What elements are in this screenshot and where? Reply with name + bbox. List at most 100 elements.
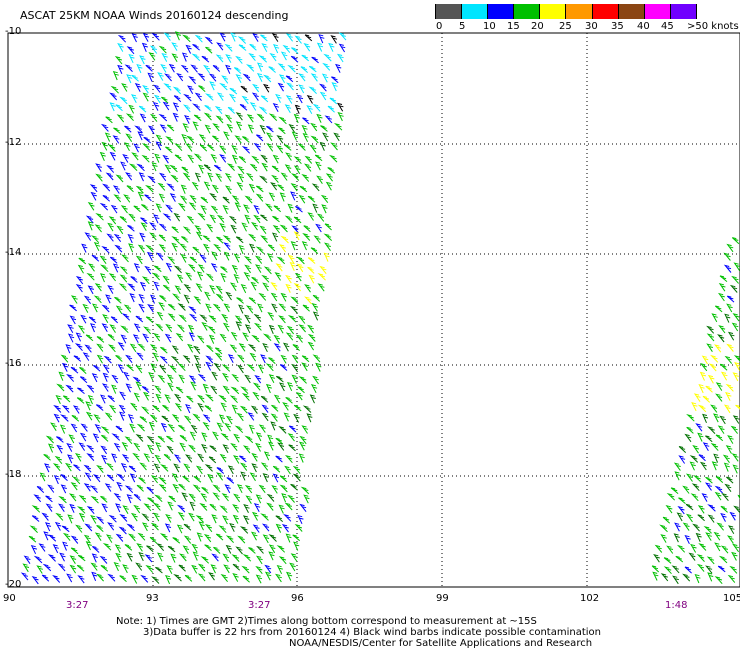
wind-barb: [215, 54, 224, 63]
wind-barb: [273, 205, 282, 213]
wind-barb: [158, 193, 165, 203]
wind-barb: [131, 152, 139, 161]
wind-barb: [130, 512, 138, 522]
wind-barb: [261, 412, 269, 422]
wind-barb: [219, 505, 228, 514]
wind-barb: [185, 44, 192, 54]
wind-barb: [121, 83, 128, 92]
wind-barb: [236, 484, 244, 494]
wind-barb: [262, 534, 270, 544]
wind-barb: [139, 281, 147, 291]
wind-barb: [210, 154, 218, 163]
wind-barb: [208, 572, 215, 581]
wind-barb: [112, 70, 119, 81]
wind-barb: [200, 493, 208, 502]
wind-barb: [194, 225, 202, 234]
wind-barb: [676, 512, 684, 522]
wind-barb: [65, 344, 72, 354]
wind-barb: [187, 343, 194, 353]
wind-barb: [150, 522, 159, 531]
wind-barb: [56, 383, 65, 392]
wind-barb: [110, 85, 119, 94]
wind-barb: [124, 142, 131, 152]
wind-barb: [143, 503, 152, 512]
wind-barb: [244, 435, 254, 444]
wind-barb: [182, 172, 191, 181]
wind-barb: [201, 55, 210, 63]
wind-barb: [127, 225, 135, 232]
wind-barb: [192, 103, 201, 111]
wind-barb: [285, 397, 293, 404]
wind-barb: [306, 105, 313, 114]
wind-barb: [161, 96, 169, 104]
wind-barb: [146, 444, 154, 454]
wind-barb: [219, 154, 227, 163]
wind-barb: [239, 104, 248, 111]
wind-barb: [224, 484, 231, 494]
wind-barb: [298, 453, 305, 463]
wind-barb: [248, 547, 256, 554]
wind-barb: [142, 84, 149, 94]
wind-barb: [309, 394, 316, 404]
wind-barb: [204, 93, 214, 101]
wind-barb: [310, 73, 318, 82]
wind-barb: [195, 283, 203, 292]
wind-barb: [78, 257, 87, 265]
colorbar-swatch: [644, 4, 671, 19]
wind-barb: [284, 164, 292, 173]
wind-barb: [139, 55, 146, 65]
wind-barb: [232, 504, 240, 513]
wind-barb: [320, 194, 329, 204]
wind-barb: [214, 347, 223, 355]
wind-barb: [202, 235, 211, 242]
wind-barb: [91, 235, 100, 244]
wind-barb: [181, 492, 188, 502]
wind-barb: [192, 44, 200, 51]
wind-barb: [302, 233, 311, 241]
wind-barb: [105, 116, 113, 124]
wind-barb: [243, 256, 252, 264]
wind-barb: [232, 563, 241, 571]
wind-barb: [311, 56, 319, 64]
wind-barb: [171, 242, 178, 252]
wind-barb: [191, 564, 198, 574]
wind-barb: [124, 544, 133, 551]
wind-barb: [113, 194, 122, 203]
wind-barb: [205, 303, 212, 313]
wind-barb: [208, 73, 217, 82]
wind-barb: [260, 354, 267, 364]
wind-barb: [190, 381, 197, 391]
wind-barb: [61, 525, 70, 533]
wind-barb: [110, 204, 118, 214]
wind-barb: [690, 543, 697, 553]
wind-barb: [276, 135, 284, 144]
wind-barb: [249, 163, 258, 172]
wind-barb: [727, 574, 736, 583]
wind-barb: [133, 205, 141, 213]
wind-barb: [172, 537, 181, 544]
wind-barb: [312, 311, 320, 321]
wind-barb: [682, 522, 690, 531]
wind-barb: [300, 486, 310, 495]
wind-barb: [188, 493, 196, 502]
wind-barb: [154, 153, 161, 163]
wind-barb: [289, 261, 296, 272]
wind-barb: [228, 215, 237, 224]
wind-barb: [48, 534, 57, 542]
wind-barb: [128, 104, 135, 114]
wind-barb: [157, 374, 165, 383]
wind-barb: [191, 53, 201, 61]
wind-barb: [299, 503, 307, 513]
wind-barb: [136, 423, 145, 432]
wind-barb: [238, 44, 247, 51]
wind-barb: [67, 454, 74, 464]
wind-barb: [117, 64, 124, 75]
wind-barb: [108, 404, 116, 414]
wind-barb: [90, 515, 97, 524]
wind-barb: [171, 293, 180, 302]
wind-barb: [304, 296, 312, 305]
wind-barb: [251, 155, 260, 164]
wind-barb: [284, 215, 293, 224]
wind-barb: [55, 394, 62, 405]
wind-barb: [273, 44, 280, 54]
